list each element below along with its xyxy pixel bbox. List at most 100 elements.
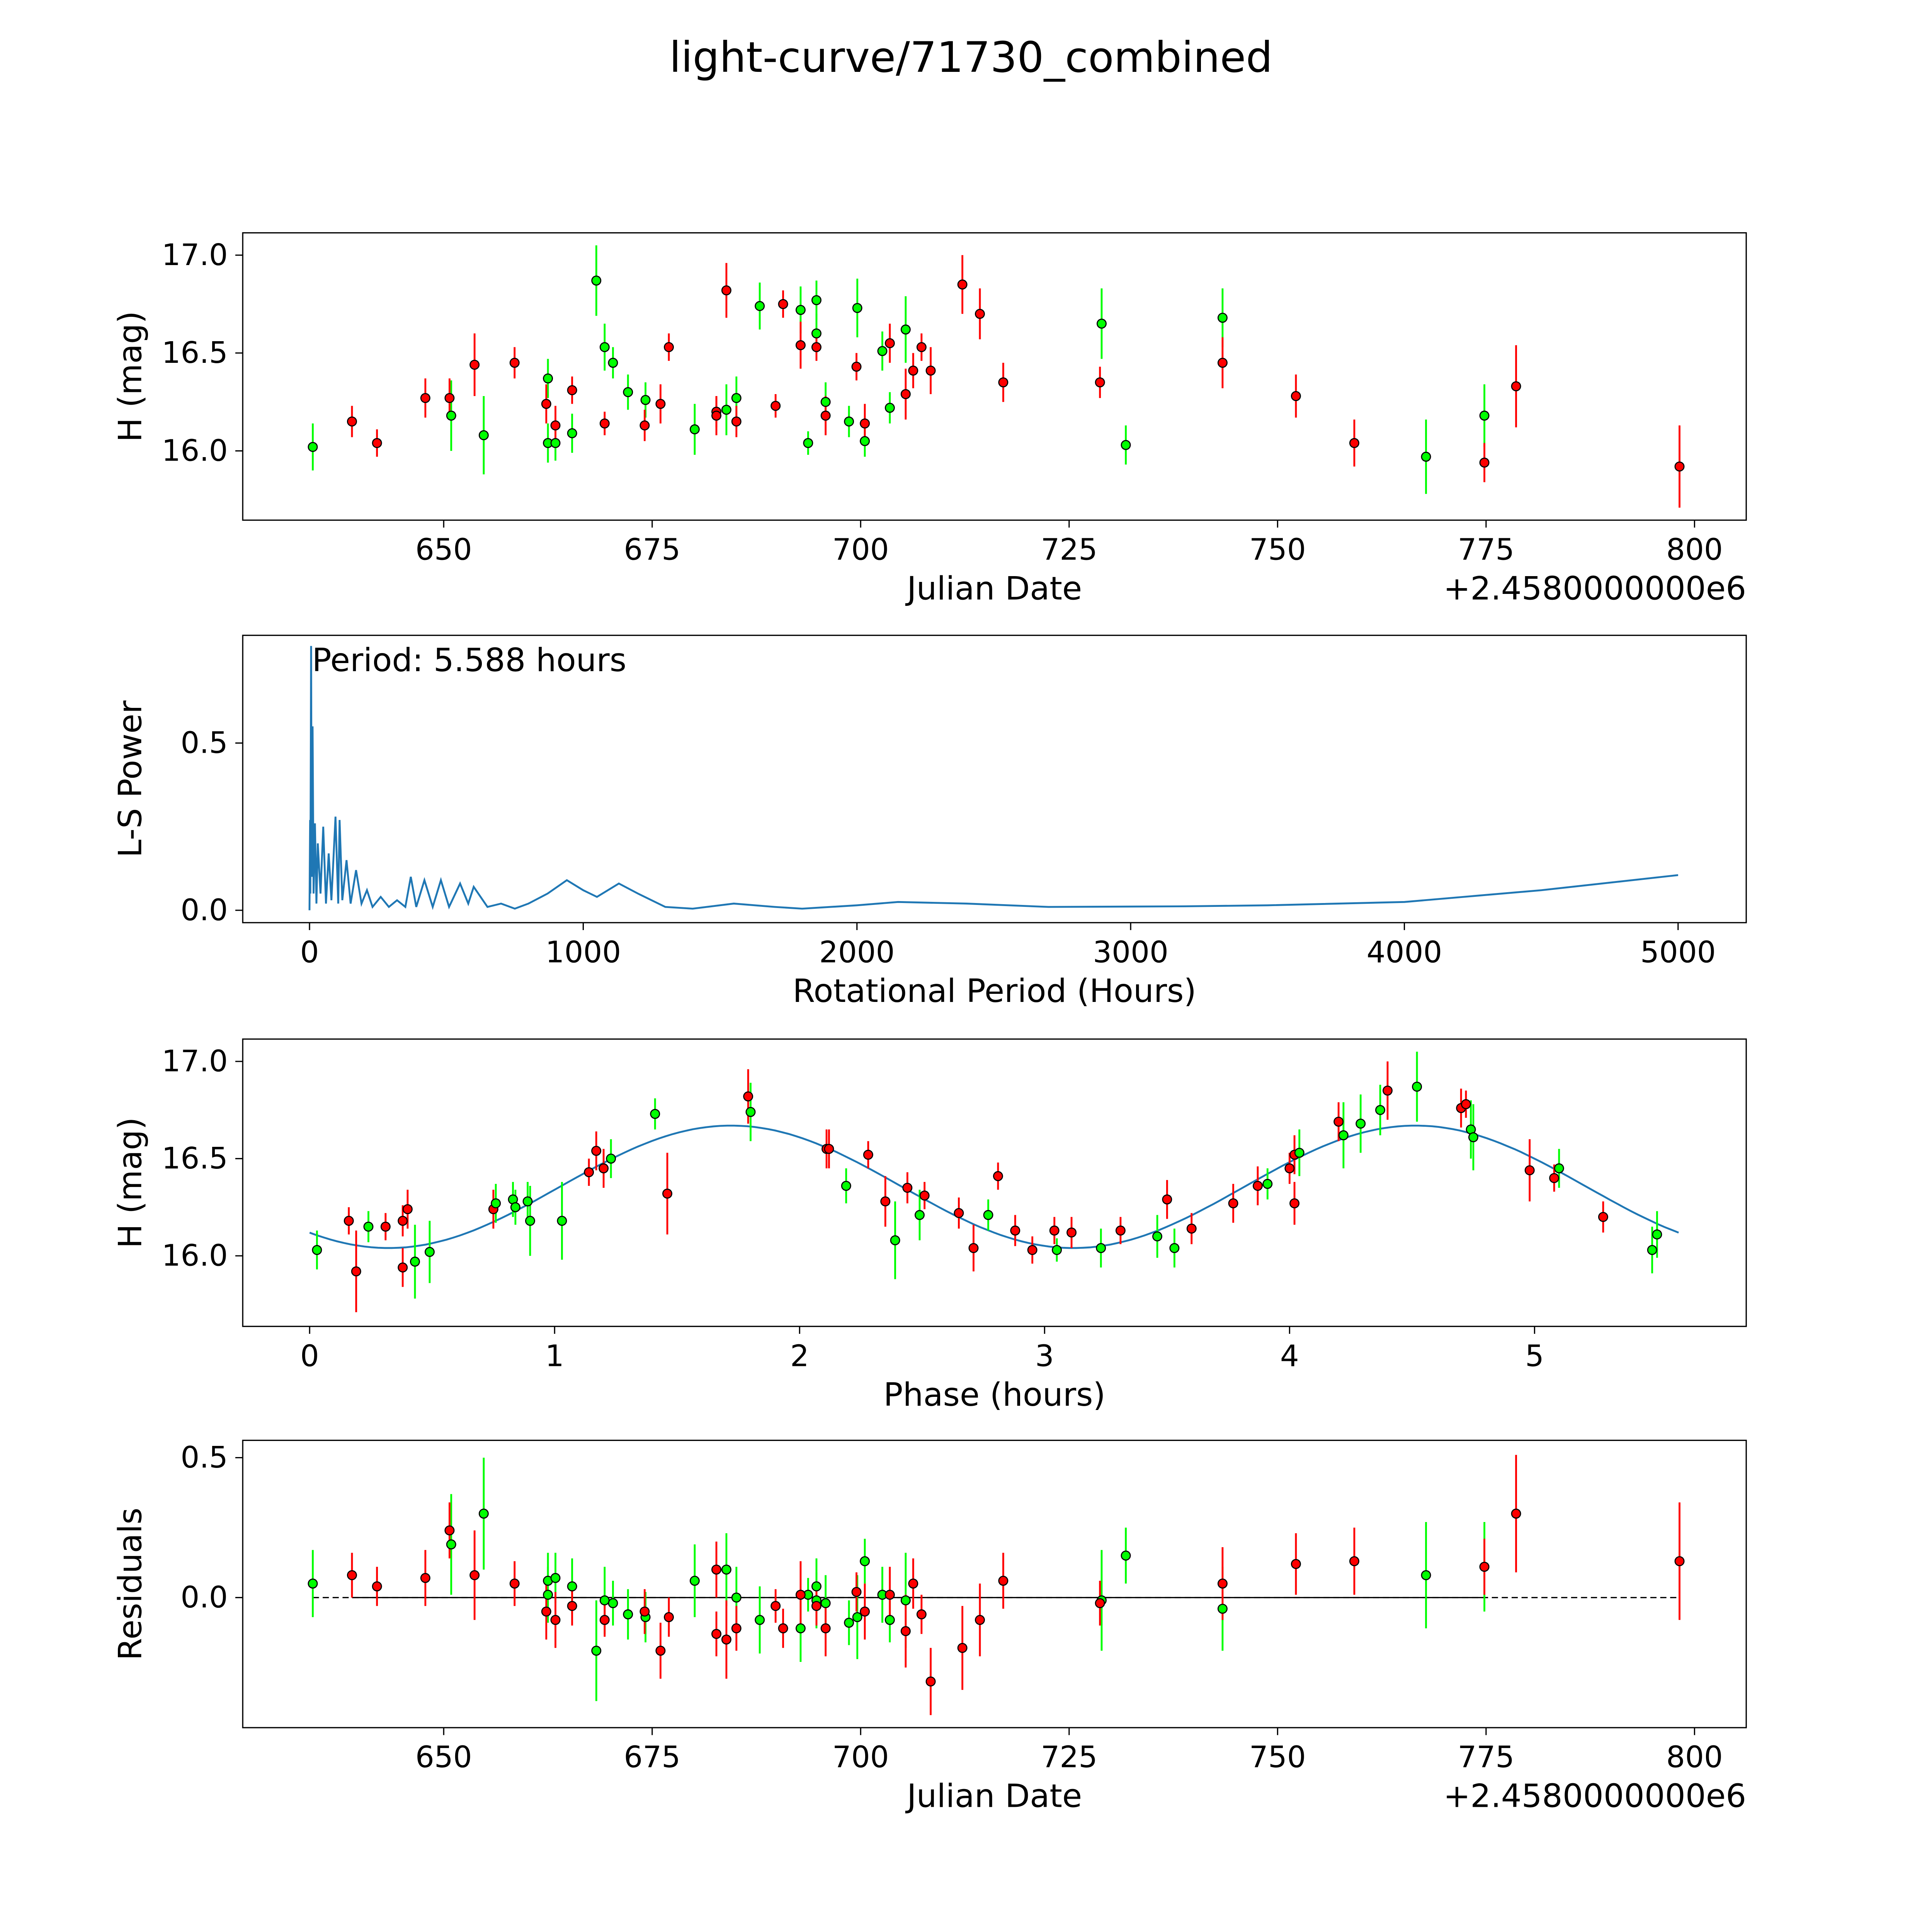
data-point-red xyxy=(509,357,520,368)
x-tick-label: 0 xyxy=(300,1339,319,1373)
data-point-green xyxy=(640,395,651,405)
data-point-red xyxy=(1383,1085,1393,1096)
data-point-red xyxy=(957,1643,968,1653)
panel-phased-curve: 0 1 2 3 4 5 16.0 16.5 17.0 Phase (hours) H (mag) xyxy=(111,1038,1747,1413)
data-point-red xyxy=(1349,1556,1359,1566)
data-point-green xyxy=(1096,1243,1106,1253)
data-point-green xyxy=(803,438,813,448)
data-point-red xyxy=(860,1606,870,1617)
data-point-green xyxy=(900,1595,911,1605)
y-axis-label: L-S Power xyxy=(111,700,149,857)
data-point-green xyxy=(844,1617,854,1628)
data-point-red xyxy=(811,342,821,352)
data-point-red xyxy=(398,1216,408,1226)
data-point-red xyxy=(655,399,666,409)
data-point-green xyxy=(689,424,700,435)
data-point-green xyxy=(623,387,633,397)
data-point-green xyxy=(721,1565,731,1575)
data-point-red xyxy=(880,1196,891,1207)
data-point-green xyxy=(795,305,806,315)
data-point-green xyxy=(755,1615,765,1625)
data-point-red xyxy=(908,366,918,376)
data-point-green xyxy=(1338,1130,1349,1141)
y-tick-label: 0.0 xyxy=(180,893,228,927)
y-axis-label: Residuals xyxy=(111,1508,149,1660)
data-point-red xyxy=(420,1573,430,1583)
data-point-green xyxy=(1121,1550,1131,1561)
x-offset-text: +2.4580000000e6 xyxy=(1443,570,1746,607)
data-point-green xyxy=(608,357,618,368)
data-point-red xyxy=(770,401,781,411)
data-point-green xyxy=(1217,1604,1228,1614)
data-point-red xyxy=(851,1587,862,1597)
data-point-green xyxy=(1421,1570,1431,1580)
data-point-red xyxy=(664,1612,674,1622)
data-point-red xyxy=(993,1171,1003,1181)
data-point-green xyxy=(1121,440,1131,450)
x-tick-label: 725 xyxy=(1041,1740,1097,1775)
x-tick-label: 5 xyxy=(1525,1339,1544,1373)
data-point-red xyxy=(639,1606,650,1617)
data-point-green xyxy=(1097,318,1107,329)
data-point-green xyxy=(811,328,821,338)
data-point-red xyxy=(795,1590,806,1600)
data-point-red xyxy=(884,338,895,349)
data-point-red xyxy=(925,1676,936,1687)
data-point-red xyxy=(1333,1116,1344,1127)
data-point-red xyxy=(884,1590,895,1600)
data-point-red xyxy=(851,362,862,372)
data-point-green xyxy=(721,405,731,415)
data-point-green xyxy=(550,1573,561,1583)
data-point-red xyxy=(1284,1163,1295,1173)
data-point-red xyxy=(1598,1212,1608,1222)
data-point-green xyxy=(591,1646,602,1656)
data-point-red xyxy=(1524,1165,1535,1175)
periodogram-line xyxy=(308,646,1679,910)
data-point-green xyxy=(884,403,895,413)
data-point-red xyxy=(908,1578,918,1589)
plot-area xyxy=(308,646,1679,910)
x-tick-label: 800 xyxy=(1666,533,1723,567)
data-point-green xyxy=(623,1609,633,1619)
data-point-red xyxy=(731,1623,742,1634)
data-point-red xyxy=(820,1623,831,1634)
data-point-green xyxy=(478,1509,489,1519)
data-point-red xyxy=(351,1266,361,1277)
data-point-red xyxy=(743,1091,753,1102)
data-point-green xyxy=(478,430,489,440)
x-tick-label: 1 xyxy=(545,1339,564,1373)
data-point-green xyxy=(1375,1105,1385,1115)
x-tick-label: 0 xyxy=(300,935,319,969)
data-point-green xyxy=(811,295,821,305)
data-point-red xyxy=(599,1615,610,1625)
data-point-green xyxy=(591,276,602,286)
data-point-red xyxy=(731,416,742,427)
data-point-red xyxy=(860,418,870,429)
data-point-red xyxy=(770,1601,781,1611)
data-point-green xyxy=(900,324,911,335)
axes-frame xyxy=(242,1038,1747,1327)
x-tick-label: 3 xyxy=(1035,1339,1054,1373)
data-point-red xyxy=(1549,1173,1560,1183)
data-point-green xyxy=(731,1592,742,1603)
data-point-red xyxy=(444,1525,455,1536)
data-point-red xyxy=(655,1646,666,1656)
data-point-green xyxy=(1217,313,1228,323)
data-point-green xyxy=(312,1245,322,1255)
panel-periodogram: 0 1000 2000 3000 4000 5000 0.0 0.5 Rotational Pe… xyxy=(111,634,1747,1010)
data-point-red xyxy=(584,1167,594,1177)
data-point-green xyxy=(363,1221,374,1232)
data-point-red xyxy=(778,1623,788,1634)
data-point-red xyxy=(919,1190,930,1201)
data-point-green xyxy=(1421,452,1431,462)
data-point-red xyxy=(347,1570,357,1580)
data-point-red xyxy=(795,340,806,350)
x-tick-label: 2 xyxy=(790,1339,809,1373)
y-tick-label: 16.0 xyxy=(162,1239,228,1273)
data-point-red xyxy=(599,1163,609,1173)
data-point-red xyxy=(778,299,788,309)
x-tick-label: 775 xyxy=(1458,533,1515,567)
data-point-red xyxy=(711,410,721,421)
